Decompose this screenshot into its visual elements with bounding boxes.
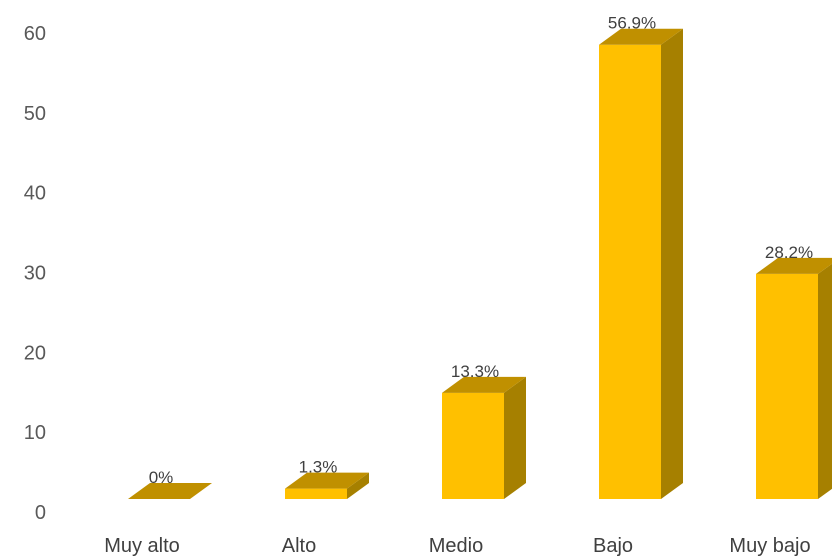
data-label: 56.9% — [608, 14, 656, 33]
x-axis: Muy alto Alto Medio Bajo Muy bajo — [104, 535, 810, 557]
data-label: 0% — [149, 468, 174, 487]
bar-front — [599, 44, 661, 500]
bar-top — [599, 28, 683, 45]
y-tick-label: 40 — [24, 183, 46, 205]
bar-top — [285, 472, 369, 489]
bar — [599, 28, 683, 500]
x-tick-label: Medio — [429, 535, 483, 557]
x-tick-label: Bajo — [593, 535, 633, 557]
bar-top — [756, 257, 832, 274]
bar — [442, 376, 526, 499]
y-tick-label: 60 — [24, 23, 46, 45]
bar-top — [128, 483, 212, 499]
x-tick-label: Muy alto — [104, 535, 180, 557]
x-tick-label: Muy bajo — [729, 535, 810, 557]
x-tick-label: Alto — [282, 535, 316, 557]
bar-side — [661, 28, 683, 500]
y-tick-label: 30 — [24, 263, 46, 285]
bar-front — [442, 392, 504, 499]
bar-side — [347, 472, 369, 499]
y-tick-label: 10 — [24, 422, 46, 444]
y-tick-label: 50 — [24, 103, 46, 125]
bar-side — [818, 263, 832, 499]
bar-top — [442, 376, 526, 393]
bars — [128, 28, 832, 500]
bar — [285, 472, 369, 499]
y-tick-label: 0 — [35, 502, 46, 524]
bar-front — [756, 273, 818, 499]
bar-front — [285, 488, 347, 499]
y-axis: 0 10 20 30 40 50 60 — [24, 23, 46, 524]
data-label: 13.3% — [451, 362, 499, 381]
y-tick-label: 20 — [24, 342, 46, 364]
bar — [128, 483, 212, 499]
data-labels: 0% 1.3% 13.3% 56.9% 28.2% — [149, 14, 813, 487]
data-label: 1.3% — [299, 458, 338, 477]
data-label: 28.2% — [765, 243, 813, 262]
bar-side — [504, 376, 526, 499]
bar — [756, 257, 832, 499]
